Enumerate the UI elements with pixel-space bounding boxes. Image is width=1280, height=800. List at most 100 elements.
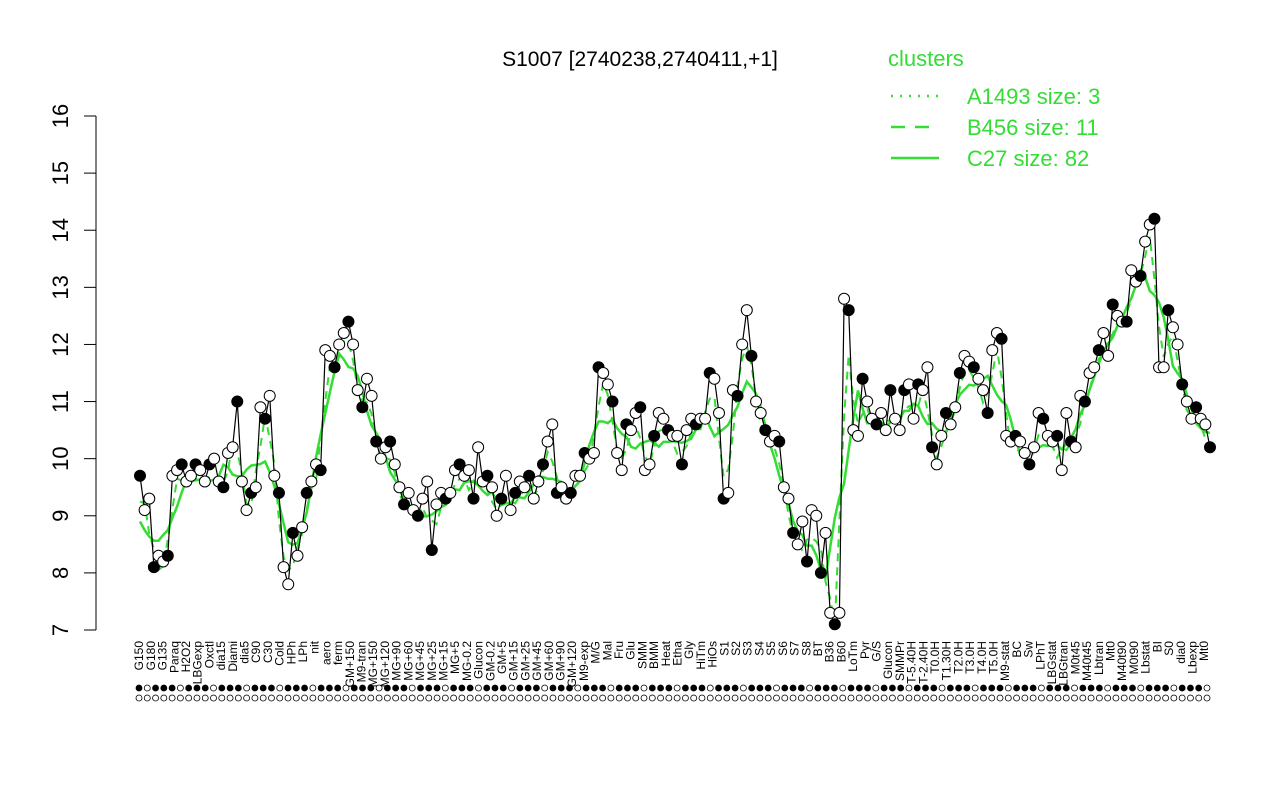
sample-marker-open: [1038, 694, 1045, 702]
data-point: [296, 521, 309, 534]
sample-marker-filled: [458, 684, 466, 692]
sample-marker-open: [1137, 694, 1145, 702]
data-point: [1134, 269, 1147, 282]
data-point: [231, 395, 244, 408]
data-point: [490, 509, 503, 522]
sample-marker-open: [888, 694, 896, 702]
x-tick-label: MG+25: [425, 641, 439, 681]
data-point: [935, 429, 948, 442]
data-point: [838, 292, 851, 305]
sample-marker-open: [499, 694, 507, 702]
data-point: [421, 475, 434, 488]
sample-marker-filled: [400, 684, 408, 692]
x-tick-label: HiTm: [694, 641, 708, 670]
data-point: [184, 469, 197, 482]
data-point: [198, 475, 211, 488]
data-point: [235, 475, 248, 488]
sample-marker-open: [574, 694, 582, 702]
x-tick-label: M0t90: [1127, 641, 1141, 675]
sample-marker-filled: [243, 684, 251, 692]
y-tick-label: 8: [48, 567, 73, 579]
data-point: [175, 458, 188, 471]
sample-marker-open: [690, 694, 698, 702]
sample-marker-filled: [292, 684, 300, 692]
legend-label: B456 size: 11: [967, 115, 1099, 140]
x-tick-label: BC: [1010, 641, 1024, 658]
x-tick-label: T2.0H: [951, 641, 965, 674]
sample-marker-open: [682, 694, 689, 702]
sample-marker-filled: [375, 684, 383, 692]
x-tick-label: T5.0H: [987, 641, 1001, 674]
sample-marker-open: [541, 694, 549, 702]
x-tick-label: Lbexp: [1185, 641, 1199, 674]
sample-marker-open: [657, 694, 664, 702]
sample-marker-open: [1153, 694, 1161, 702]
data-point: [523, 469, 536, 482]
x-tick-label: S7: [788, 641, 802, 656]
data-point: [791, 538, 804, 551]
data-point: [217, 481, 230, 494]
y-axis: 7 8 9 10 11 12 13 14 15 16: [48, 104, 97, 636]
sample-marker-open: [1095, 694, 1103, 702]
x-tick-label: HiOs: [706, 641, 720, 668]
data-point: [1078, 395, 1091, 408]
data-point: [648, 429, 661, 442]
data-point: [134, 469, 146, 482]
sample-marker-filled: [1095, 684, 1103, 692]
sample-marker-open: [557, 694, 565, 702]
data-point: [509, 486, 522, 499]
y-tick-label: 15: [48, 161, 73, 185]
x-tick-label: MG+60: [401, 641, 415, 681]
sample-marker-open: [383, 694, 391, 702]
sample-marker-open: [475, 694, 482, 702]
sample-marker-filled: [210, 684, 217, 692]
sample-marker-open: [698, 694, 706, 702]
sample-marker-filled: [201, 684, 209, 692]
data-point: [495, 492, 508, 505]
data-point: [1176, 378, 1189, 391]
sample-marker-filled: [864, 684, 871, 692]
x-tick-label: T4.0H: [975, 641, 989, 674]
sample-marker-filled: [516, 684, 524, 692]
data-point: [1092, 344, 1105, 357]
sample-marker-filled: [549, 684, 557, 692]
sample-marker-filled: [433, 684, 441, 692]
data-point: [259, 412, 272, 425]
data-point: [323, 349, 336, 362]
sample-marker-open: [433, 694, 441, 702]
data-point: [365, 389, 378, 402]
x-tick-label: C90: [249, 641, 263, 663]
sample-marker-filled: [574, 684, 582, 692]
sample-marker-filled: [135, 684, 143, 692]
sample-marker-open: [193, 694, 201, 702]
sample-marker-open: [673, 694, 681, 702]
data-point: [462, 464, 475, 477]
sample-marker-filled: [723, 684, 731, 692]
sample-marker-filled: [350, 684, 358, 692]
sample-marker-open: [201, 694, 209, 702]
x-tick-label: M9-exp: [577, 641, 591, 681]
sample-marker-open: [839, 694, 847, 702]
data-point: [916, 384, 929, 397]
sample-marker-filled: [1079, 684, 1087, 692]
sample-marker-filled: [839, 684, 847, 692]
sample-marker-open: [1187, 694, 1194, 702]
x-tick-label: M0t45: [1068, 641, 1082, 675]
data-point: [370, 435, 383, 448]
x-tick-label: Paraq: [167, 641, 181, 673]
sample-marker-filled: [441, 684, 449, 692]
data-point: [1120, 315, 1133, 328]
sample-marker-open: [1178, 694, 1186, 702]
data-point: [773, 435, 786, 448]
sample-marker-open: [1104, 694, 1112, 702]
data-point: [249, 481, 262, 494]
data-point: [268, 469, 281, 482]
x-tick-label: MG+150: [366, 641, 380, 688]
sample-marker-filled: [731, 684, 739, 692]
sample-marker-filled: [648, 684, 656, 692]
sample-marker-open: [1054, 694, 1062, 702]
data-point: [1037, 412, 1050, 425]
sample-marker-filled: [1120, 684, 1128, 692]
sample-marker-filled: [996, 684, 1004, 692]
